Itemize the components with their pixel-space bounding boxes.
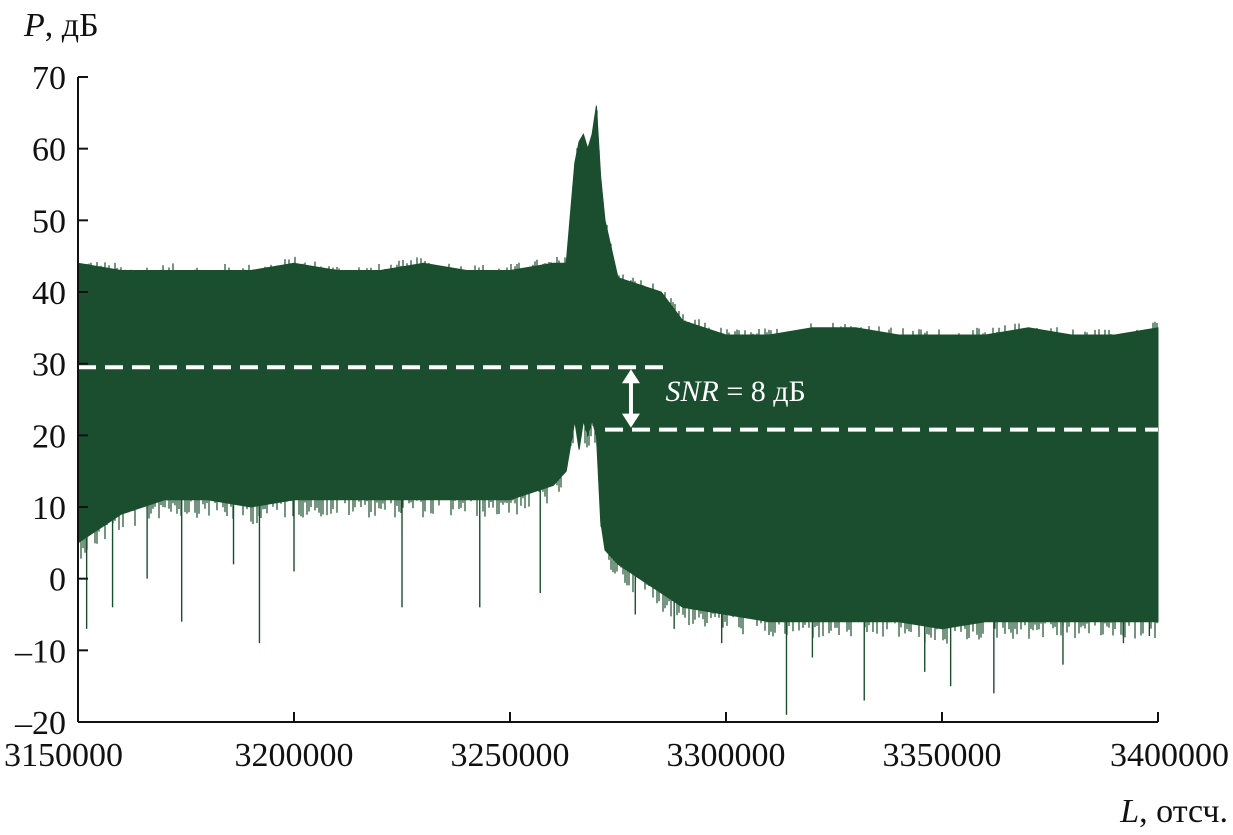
y-axis-unit: , дБ: [45, 7, 99, 44]
snr-arrow-head-up: [621, 369, 640, 384]
x-tick-label: 3200000: [235, 737, 354, 774]
x-tick-label: 3150000: [4, 737, 123, 774]
y-tick-label: 40: [32, 275, 66, 312]
snr-arrow-head-down: [621, 413, 640, 428]
x-axis-unit: , отсч.: [1139, 793, 1228, 830]
y-tick-label: –10: [14, 633, 66, 670]
y-tick-label: 30: [32, 347, 66, 384]
y-tick-label: –20: [14, 705, 66, 742]
snr-label: SNR = 8 дБ: [666, 375, 806, 408]
y-axis-label: P, дБ: [23, 7, 99, 44]
y-tick-label: 0: [49, 562, 66, 599]
x-tick-label: 3350000: [883, 737, 1002, 774]
y-tick-label: 50: [32, 203, 66, 240]
axes: –20 –10 0 10 20 30 40 50 60 70 3150000 3200000 32500…: [4, 60, 1229, 774]
x-axis-label: L, отсч.: [1119, 793, 1228, 830]
x-tick-label: 3250000: [451, 737, 570, 774]
x-tick-label: 3400000: [1110, 737, 1229, 774]
snr-label-value: = 8 дБ: [719, 375, 806, 408]
y-tick-label: 20: [32, 418, 66, 455]
y-axis-variable: P: [23, 7, 45, 44]
snr-label-variable: SNR: [666, 375, 719, 408]
overlay-annotations: SNR = 8 дБ: [78, 365, 1158, 432]
y-tick-label: 10: [32, 490, 66, 527]
y-tick-label: 60: [32, 132, 66, 169]
x-axis-variable: L: [1119, 793, 1139, 830]
plot-area: [77, 105, 1159, 715]
x-tick-label: 3300000: [667, 737, 786, 774]
y-tick-label: 70: [32, 60, 66, 97]
